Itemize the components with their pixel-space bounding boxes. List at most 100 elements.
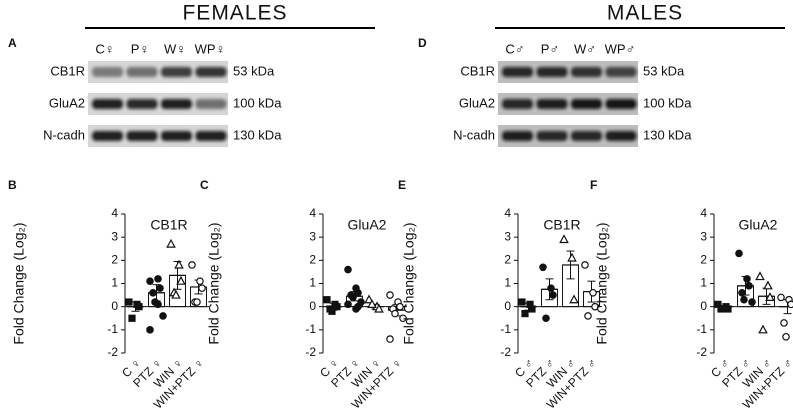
y-axis-label: Fold Change (Log₂)	[594, 222, 610, 344]
data-point	[780, 319, 788, 327]
data-point	[156, 284, 164, 292]
panel-letter: C	[200, 178, 209, 192]
y-tick-label: 2	[309, 253, 316, 267]
data-point	[125, 298, 133, 306]
y-tick-label: 3	[504, 229, 511, 243]
lane-label: WP♀	[195, 41, 226, 56]
blot-band	[92, 131, 123, 141]
lane-label: C♂	[505, 41, 524, 56]
data-point	[198, 284, 206, 292]
y-tick-label: 3	[700, 229, 707, 243]
y-tick-label: 1	[309, 276, 316, 290]
data-point	[748, 298, 756, 306]
panel-letter: F	[590, 178, 597, 192]
data-point	[386, 291, 394, 299]
blot-band	[605, 67, 637, 77]
blot-band	[92, 99, 123, 109]
data-point	[758, 324, 768, 334]
y-tick-label: 1	[111, 276, 118, 290]
blot-band	[502, 67, 533, 77]
blot-band	[536, 131, 568, 141]
y-axis-label: Fold Change (Log₂)	[401, 222, 417, 344]
blot-band	[195, 67, 227, 77]
data-point	[367, 299, 377, 308]
blot-band	[605, 131, 637, 141]
data-point	[171, 289, 181, 299]
data-point	[717, 305, 725, 313]
data-point	[584, 312, 592, 320]
blot-band	[536, 99, 568, 109]
lane-label: W♂	[574, 41, 596, 56]
data-point	[581, 261, 589, 269]
protein-label: CB1R	[50, 63, 85, 78]
data-point	[549, 291, 557, 299]
lane-label: P♀	[131, 41, 149, 56]
data-point	[777, 293, 785, 302]
y-axis-label: Fold Change (Log₂)	[11, 222, 27, 344]
data-point	[521, 310, 529, 318]
data-point	[724, 305, 732, 313]
data-point	[364, 294, 374, 304]
data-point	[333, 303, 341, 311]
y-tick-label: -1	[305, 322, 316, 336]
data-point	[518, 298, 526, 306]
data-point	[740, 295, 748, 304]
y-tick-label: 0	[700, 299, 707, 313]
group-title: FEMALES	[182, 2, 287, 25]
size-label: 130 kDa	[233, 127, 282, 142]
data-point	[391, 309, 399, 318]
panel-letter: D	[418, 36, 427, 50]
data-point	[354, 302, 362, 311]
blot-strip	[88, 93, 228, 115]
size-label: 53 kDa	[643, 63, 685, 78]
blot-band	[126, 131, 158, 141]
data-point	[735, 249, 743, 258]
size-label: 53 kDa	[233, 63, 275, 78]
y-tick-label: -2	[500, 345, 511, 359]
y-axis-label: Fold Change (Log₂)	[206, 222, 222, 344]
y-tick-label: 1	[700, 276, 707, 290]
blot-band	[536, 67, 568, 77]
blot-band	[161, 99, 192, 109]
data-point	[154, 275, 162, 283]
data-point	[176, 275, 186, 285]
y-tick-label: 0	[111, 299, 118, 313]
data-point	[745, 282, 753, 290]
blot-band	[126, 67, 158, 77]
data-point	[528, 305, 536, 313]
protein-label: CB1R	[460, 63, 495, 78]
data-point	[323, 296, 331, 304]
lane-label: W♀	[164, 41, 186, 56]
blot-band	[126, 99, 158, 109]
data-point	[763, 280, 773, 290]
data-point	[559, 234, 569, 244]
panel-letter: B	[8, 178, 17, 192]
blot-band	[605, 99, 637, 109]
y-tick-label: -1	[696, 322, 707, 336]
panel-letter: E	[398, 178, 406, 192]
y-tick-label: 0	[504, 299, 511, 313]
data-point	[738, 288, 746, 297]
data-point	[328, 307, 336, 315]
data-point	[154, 300, 162, 309]
data-point	[569, 294, 579, 304]
y-tick-label: 4	[111, 206, 118, 220]
blot-band	[502, 99, 533, 109]
blot-strip	[88, 125, 228, 147]
y-tick-label: 4	[700, 206, 707, 220]
blot-strip	[88, 61, 228, 83]
chart-title: GluA2	[739, 217, 778, 233]
size-label: 130 kDa	[643, 127, 692, 142]
data-point	[196, 277, 204, 285]
chart-title: CB1R	[543, 217, 580, 233]
blot-strip	[498, 93, 638, 115]
lane-label: WP♂	[605, 41, 636, 56]
blot-band	[571, 99, 602, 109]
size-label: 100 kDa	[233, 95, 282, 110]
size-label: 100 kDa	[643, 95, 692, 110]
protein-label: GluA2	[49, 95, 85, 110]
blot-band	[195, 131, 227, 141]
y-tick-label: -1	[107, 322, 118, 336]
